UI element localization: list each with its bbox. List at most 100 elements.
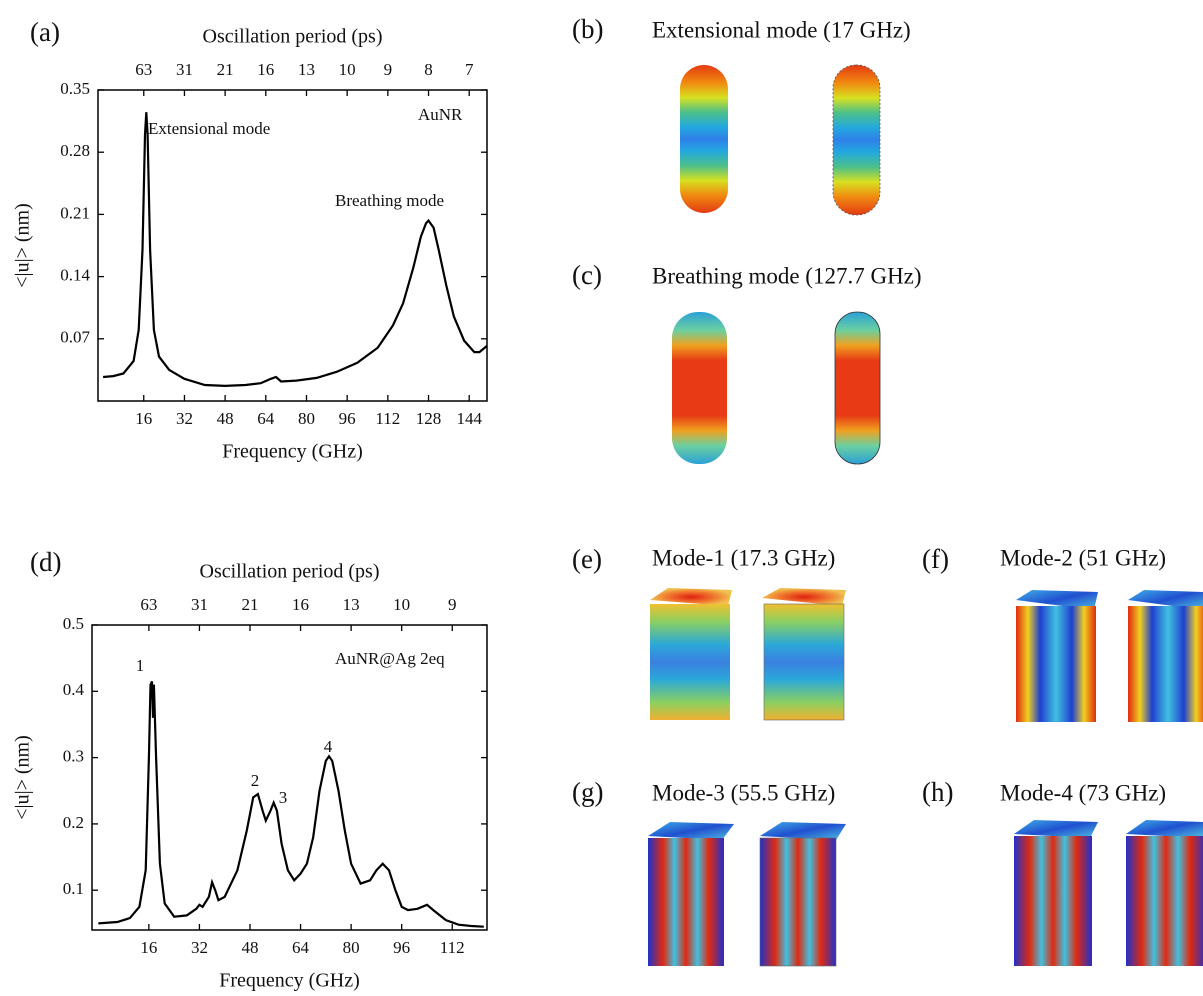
y-tick-label: 0.21: [60, 203, 90, 222]
x-tick-label: 64: [257, 409, 275, 428]
x-tick-label: 112: [440, 938, 465, 957]
x2-tick-label: 10: [393, 595, 410, 614]
x-tick-label: 48: [217, 409, 234, 428]
x-tick-label: 64: [292, 938, 310, 957]
panel-label: (e): [572, 544, 602, 574]
y-tick-label: 0.35: [60, 79, 90, 98]
panel-title: Mode-3 (55.5 GHz): [652, 780, 835, 805]
y-tick-label: 0.28: [60, 141, 90, 160]
rod-shape: [680, 65, 728, 213]
box-shape: [1016, 606, 1096, 722]
panel-title: Mode-2 (51 GHz): [1000, 545, 1166, 570]
x-axis-title: Frequency (GHz): [219, 970, 360, 992]
box-top: [760, 822, 846, 840]
data-line: [98, 680, 484, 928]
x2-axis-title: Oscillation period (ps): [200, 561, 380, 583]
annotation: Extensional mode: [148, 119, 270, 138]
x2-tick-label: 21: [242, 595, 259, 614]
annotation: Breathing mode: [335, 191, 444, 210]
x2-tick-label: 7: [465, 60, 474, 79]
box-shape: [763, 603, 845, 721]
box-shape: [1014, 836, 1092, 966]
plot-frame: [91, 624, 488, 931]
y-tick-label: 0.1: [63, 879, 84, 898]
x2-tick-label: 31: [191, 595, 208, 614]
panel-label: (g): [572, 777, 603, 807]
x-tick-label: 96: [393, 938, 410, 957]
x2-tick-label: 9: [384, 60, 393, 79]
x-tick-label: 48: [242, 938, 259, 957]
panel-title: Mode-1 (17.3 GHz): [652, 545, 835, 570]
box-top: [650, 588, 732, 606]
panel-e: (e) Mode-1 (17.3 GHz): [572, 544, 846, 721]
panel-g: (g) Mode-3 (55.5 GHz): [572, 777, 846, 967]
annotation: AuNR: [418, 105, 463, 124]
x-tick-label: 80: [298, 409, 315, 428]
panel-title: Extensional mode (17 GHz): [652, 17, 911, 42]
box-shape: [1126, 836, 1203, 966]
x2-tick-label: 21: [217, 60, 234, 79]
box-top: [1014, 820, 1098, 838]
x-tick-label: 16: [135, 409, 152, 428]
x-tick-label: 32: [176, 409, 193, 428]
x-tick-label: 96: [339, 409, 356, 428]
x2-tick-label: 16: [257, 60, 274, 79]
box-top: [1126, 820, 1203, 838]
x2-tick-label: 63: [140, 595, 157, 614]
panel-b: (b) Extensional mode (17 GHz): [572, 14, 911, 216]
box-top: [762, 588, 846, 606]
panel-c: (c) Breathing mode (127.7 GHz): [572, 260, 922, 465]
y-axis-title: <|u|> (nm): [12, 203, 34, 287]
x2-tick-label: 13: [298, 60, 315, 79]
x-tick-label: 112: [375, 409, 400, 428]
x2-tick-label: 9: [448, 595, 457, 614]
y-tick-label: 0.3: [63, 747, 84, 766]
panel-label: (b): [572, 14, 603, 44]
y-tick-label: 0.4: [63, 680, 85, 699]
panel-f: (f) Mode-2 (51 GHz): [922, 544, 1203, 722]
panel-label: (a): [30, 17, 60, 47]
data-line: [103, 112, 488, 388]
annotation: 1: [136, 656, 145, 675]
x2-tick-label: 31: [176, 60, 193, 79]
y-axis-title: <|u|> (nm): [12, 735, 34, 819]
box-shape: [1128, 606, 1203, 722]
box-top: [1128, 590, 1203, 610]
x-tick-label: 128: [416, 409, 442, 428]
panel-label: (h): [922, 777, 953, 807]
x2-axis-title: Oscillation period (ps): [203, 26, 383, 48]
annotation: 3: [279, 788, 288, 807]
box-top: [648, 822, 734, 840]
panel-h: (h) Mode-4 (73 GHz): [922, 777, 1203, 966]
x2-tick-label: 16: [292, 595, 309, 614]
annotation: AuNR@Ag 2eq: [335, 649, 445, 668]
x-axis-title: Frequency (GHz): [222, 441, 363, 463]
y-tick-label: 0.14: [60, 266, 90, 285]
annotation: 4: [324, 737, 333, 756]
x-tick-label: 16: [140, 938, 157, 957]
y-tick-label: 0.5: [63, 614, 84, 633]
x2-tick-label: 13: [343, 595, 360, 614]
box-shape: [650, 604, 730, 720]
box-top: [1016, 590, 1098, 610]
panel-title: Breathing mode (127.7 GHz): [652, 263, 922, 288]
panel-label: (d): [30, 547, 61, 577]
rod-shape: [672, 312, 727, 464]
y-tick-label: 0.2: [63, 813, 84, 832]
box-shape: [648, 838, 724, 966]
x-tick-label: 32: [191, 938, 208, 957]
plot-frame: [97, 89, 488, 402]
rod-shape: [832, 64, 881, 216]
annotation: 2: [251, 771, 260, 790]
x2-tick-label: 10: [339, 60, 356, 79]
y-tick-label: 0.07: [60, 328, 90, 347]
x-tick-label: 144: [456, 409, 482, 428]
panel-title: Mode-4 (73 GHz): [1000, 780, 1166, 805]
x2-tick-label: 8: [424, 60, 433, 79]
x2-tick-label: 63: [135, 60, 152, 79]
panel-label: (c): [572, 260, 602, 290]
box-shape: [759, 837, 837, 967]
rod-shape: [834, 311, 881, 465]
panel-label: (f): [922, 544, 949, 574]
